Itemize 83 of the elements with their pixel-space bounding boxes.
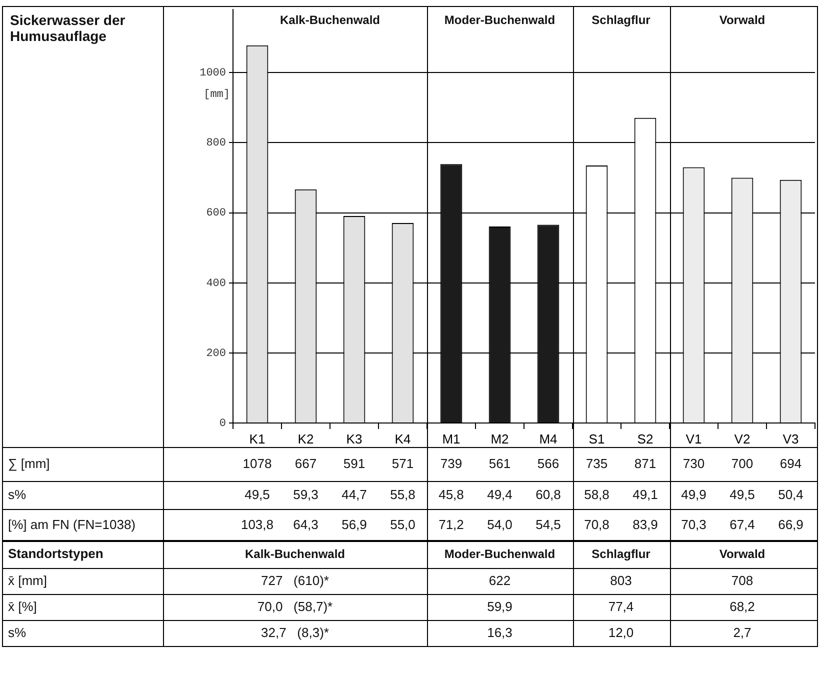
text: 54,5 [534, 516, 562, 534]
x-tick-label: M4 [539, 431, 558, 446]
data-label: 735 [584, 455, 609, 473]
x-tick-label: V2 [734, 431, 750, 446]
y-tick-label: 800 [206, 138, 226, 150]
x-tick-label: V3 [782, 431, 799, 446]
text: 49,1 [632, 486, 659, 504]
text: Vorwald [718, 546, 766, 563]
text: 12,0 [607, 624, 635, 642]
y-tick-label: 0 [219, 418, 226, 430]
x-tick-label: K3 [346, 431, 362, 446]
text: 58,8 [583, 486, 610, 504]
text: 68,2 [728, 598, 756, 616]
text: 70,0 (58,7)* [256, 598, 334, 616]
text: 49,9 [680, 486, 708, 504]
data-label: 561 [488, 455, 512, 473]
data-label: 1078 [242, 455, 273, 473]
text: 64,3 [292, 516, 320, 534]
x-tick-label: S2 [637, 431, 654, 446]
text: 70,3 [680, 516, 708, 534]
text: 49,4 [486, 486, 514, 504]
y-tick-label: 600 [206, 208, 226, 220]
text: 59,3 [292, 486, 320, 504]
text: x̄ [%] [8, 598, 38, 616]
text: 49,5 [728, 486, 756, 504]
x-tick-label: K1 [249, 431, 266, 446]
text: 44,7 [340, 486, 368, 504]
y-axis-title: [mm] [202, 88, 230, 103]
y-tick-label: 400 [206, 278, 226, 290]
text: 49,5 [244, 486, 271, 504]
text: 83,9 [632, 516, 659, 534]
data-label: 571 [390, 455, 415, 473]
y-tick-label: 1000 [200, 68, 226, 80]
text: Kalk-Buchenwald [244, 546, 346, 563]
text: 622 [488, 572, 512, 590]
text: 67,4 [728, 516, 756, 534]
annotation: Schlagflur [590, 12, 652, 28]
text: 70,8 [583, 516, 610, 534]
text: x̄ [mm] [8, 572, 48, 590]
data-label: 667 [294, 455, 318, 473]
text: 2,7 [732, 624, 752, 642]
text: 803 [609, 572, 633, 590]
data-label: 730 [682, 455, 706, 473]
text: [%] am FN (FN=1038) [8, 516, 137, 534]
text: Schlagflur [590, 546, 652, 563]
text: 59,9 [486, 598, 514, 616]
x-tick-label: M2 [490, 431, 509, 446]
data-label: 700 [730, 455, 754, 473]
text: Standortstypen [8, 545, 104, 563]
data-label: 566 [536, 455, 560, 473]
text: 727 (610)* [260, 572, 330, 590]
x-tick-label: V1 [686, 431, 702, 446]
data-label: 739 [439, 455, 464, 473]
annotation: Kalk-Buchenwald [278, 12, 382, 28]
text: 32,7 (8,3)* [260, 624, 330, 642]
text: 54,0 [486, 516, 514, 534]
text: Moder-Buchenwald [443, 546, 556, 563]
text: 56,9 [340, 516, 368, 534]
x-tick-label: K4 [394, 431, 411, 446]
text: 45,8 [438, 486, 465, 504]
text: 708 [730, 572, 754, 590]
annotation: Vorwald [718, 12, 766, 28]
text: 55,0 [389, 516, 416, 534]
x-tick-label: M1 [442, 431, 460, 446]
text: 71,2 [438, 516, 465, 534]
y-tick-label: 200 [206, 348, 226, 360]
data-label: 591 [342, 455, 366, 473]
data-label: 871 [633, 455, 658, 473]
text: s% [8, 624, 28, 642]
text: 55,8 [389, 486, 416, 504]
text: 60,8 [534, 486, 562, 504]
text: 77,4 [607, 598, 635, 616]
data-label: 694 [778, 455, 803, 473]
text: 50,4 [777, 486, 804, 504]
text: s% [8, 486, 28, 504]
x-tick-label: S1 [588, 431, 605, 446]
text: 16,3 [486, 624, 514, 642]
text: Sickerwasser der Humusauflage [10, 12, 126, 44]
annotation: Moder-Buchenwald [443, 12, 556, 28]
x-tick-label: K2 [298, 431, 314, 446]
text: 66,9 [777, 516, 804, 534]
text: 103,8 [240, 516, 275, 534]
text: ∑ [mm] [8, 455, 51, 473]
